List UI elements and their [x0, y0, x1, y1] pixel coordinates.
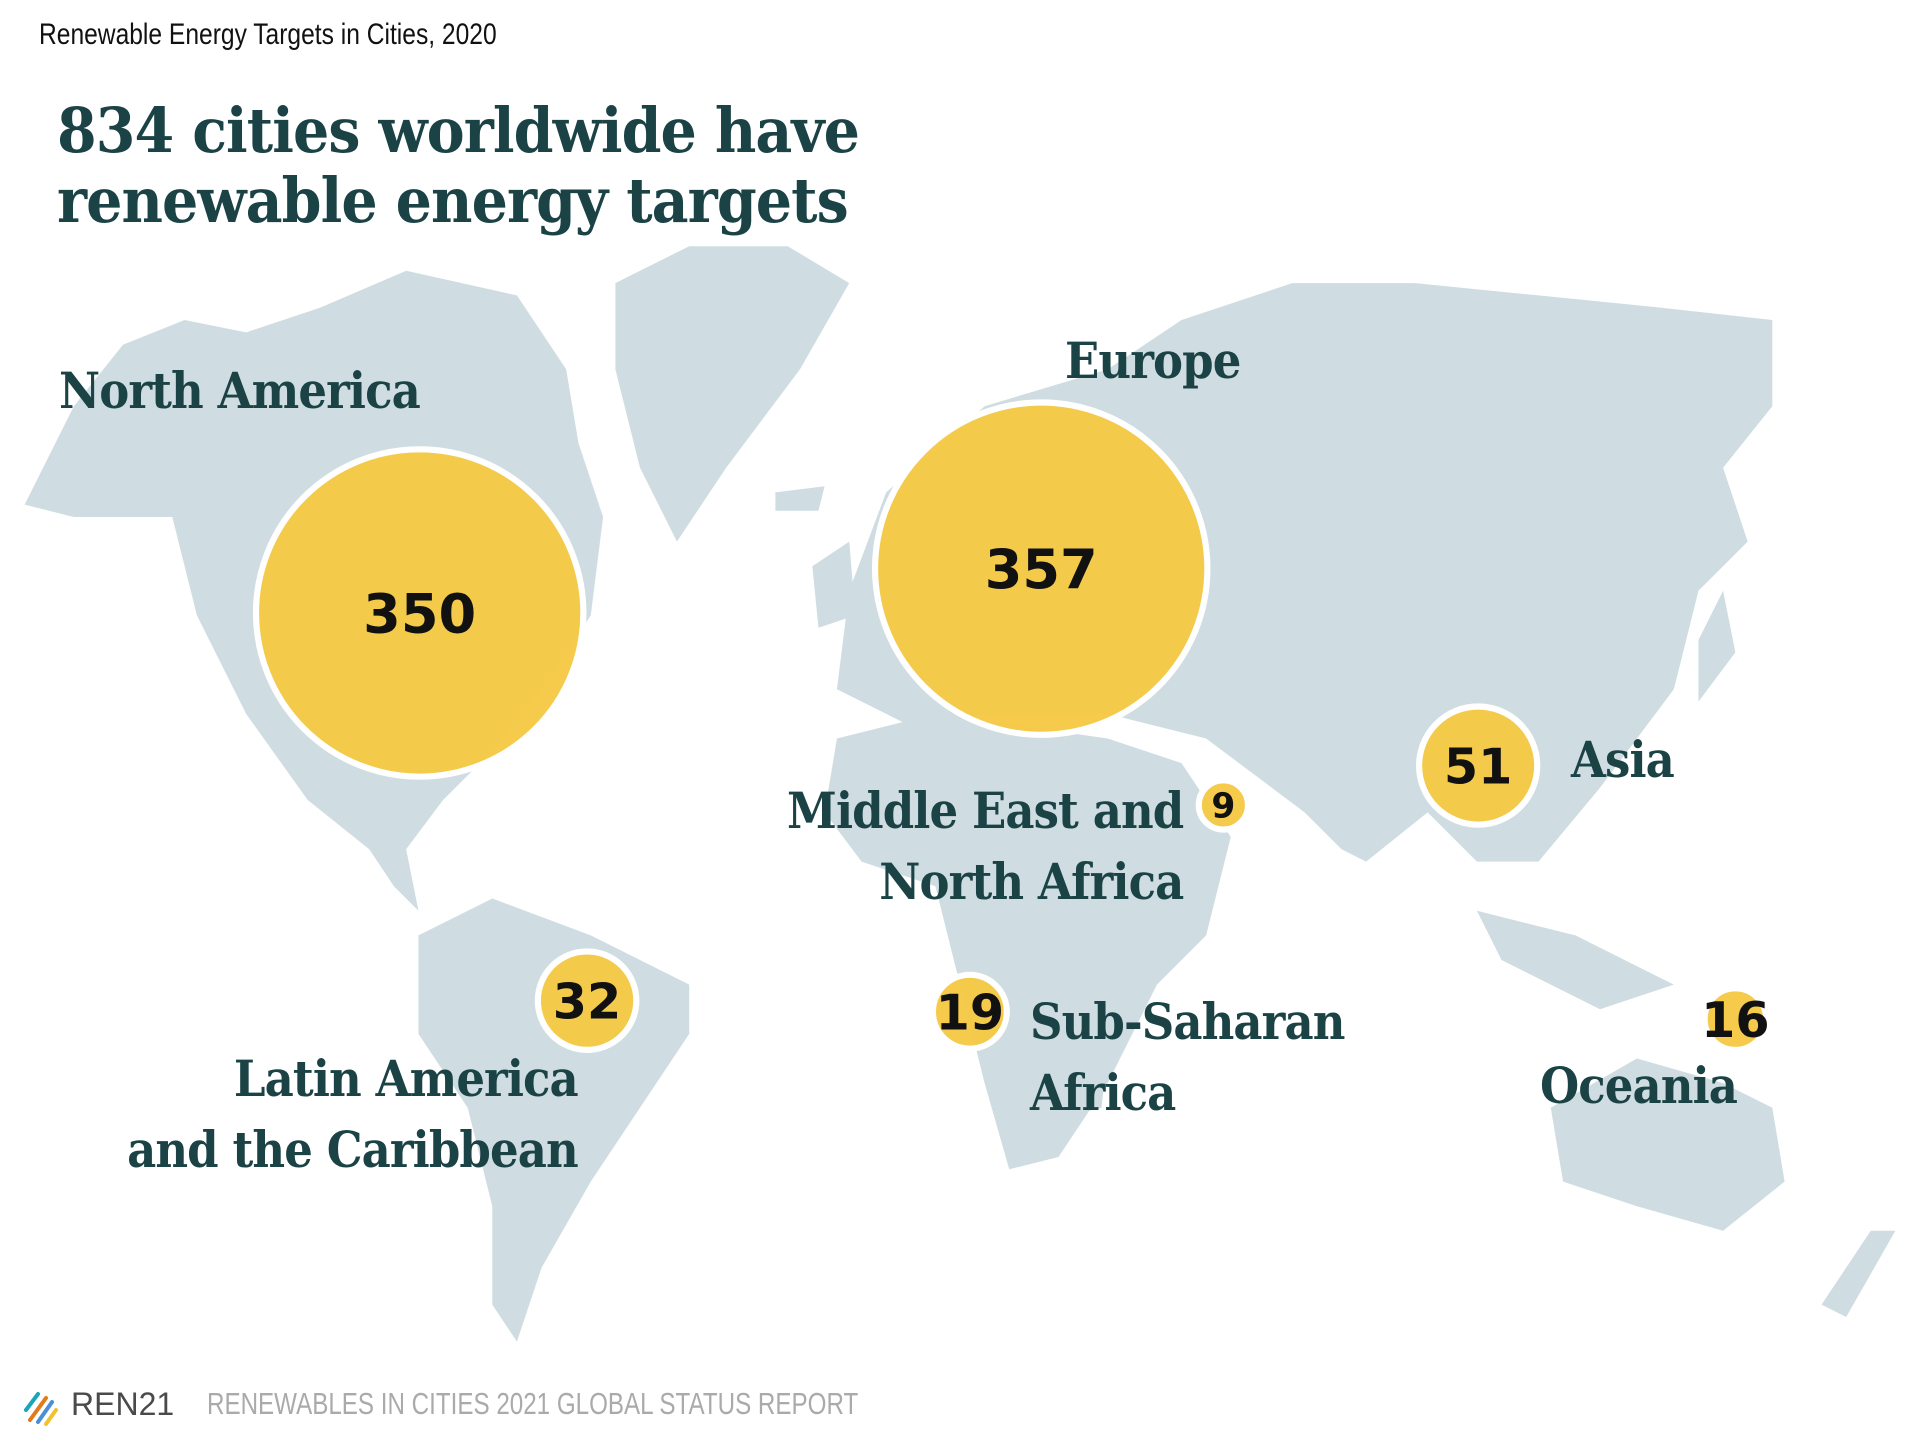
bubble-europe	[872, 399, 1211, 738]
bubble-value-asia: 51	[1444, 737, 1513, 795]
bubble-value-oceania: 16	[1701, 991, 1770, 1049]
label-line: Europe	[1065, 331, 1241, 390]
bubble-mena	[1195, 777, 1252, 833]
label-line: Sub-Saharan	[1030, 992, 1345, 1051]
label-oceania: Oceania	[1540, 1050, 1738, 1121]
land-new-zealand	[1821, 1230, 1896, 1317]
headline-line-2: renewable energy targets	[57, 164, 849, 237]
land-africa	[824, 713, 1231, 1170]
land-japan	[1698, 590, 1736, 702]
land-greenland	[615, 246, 850, 542]
land-madagascar	[1076, 1046, 1108, 1114]
bubble-value-latam: 32	[553, 972, 622, 1030]
headline-line-1: 834 cities worldwide have	[57, 94, 860, 167]
land-uk	[812, 541, 856, 628]
bubble-value-mena: 9	[1211, 786, 1235, 826]
label-line: Latin America	[234, 1049, 579, 1108]
bubble-value-north-america: 350	[363, 582, 476, 645]
label-line: North America	[59, 361, 421, 420]
land-iceland	[775, 486, 825, 511]
label-line: North Africa	[878, 852, 1184, 911]
land-southeast-asia-islands	[1476, 910, 1674, 1010]
label-ssa: Sub-Saharan Africa	[1030, 986, 1345, 1128]
footer-report-title: RENEWABLES IN CITIES 2021 GLOBAL STATUS …	[207, 1386, 859, 1421]
bubble-north-america	[252, 446, 587, 780]
bubble-asia	[1416, 703, 1541, 828]
label-line: and the Caribbean	[127, 1120, 579, 1179]
ren21-logo-icon	[24, 1392, 58, 1426]
label-asia: Asia	[1571, 724, 1675, 795]
label-europe: Europe	[1065, 325, 1241, 396]
chart-subtitle: Renewable Energy Targets in Cities, 2020	[39, 18, 497, 51]
bubble-latam	[534, 948, 640, 1053]
label-mena: Middle East and North Africa	[786, 775, 1184, 917]
label-latam: Latin America and the Caribbean	[127, 1043, 579, 1185]
bubble-value-ssa: 19	[936, 983, 1005, 1041]
bubble-oceania	[1701, 985, 1770, 1053]
label-line: Asia	[1571, 730, 1675, 789]
label-north-america: North America	[59, 355, 421, 426]
land-australia	[1550, 1058, 1785, 1231]
label-line: Middle East and	[786, 781, 1184, 840]
bubble-ssa	[929, 971, 1010, 1052]
bubbles: 350 357 51 9 32 19 16	[252, 399, 1770, 1053]
label-line: Oceania	[1540, 1056, 1738, 1115]
footer-brand: REN21	[71, 1386, 175, 1422]
label-line: Africa	[1030, 1063, 1176, 1122]
headline: 834 cities worldwide have renewable ener…	[57, 94, 860, 237]
bubble-value-europe: 357	[985, 538, 1098, 601]
